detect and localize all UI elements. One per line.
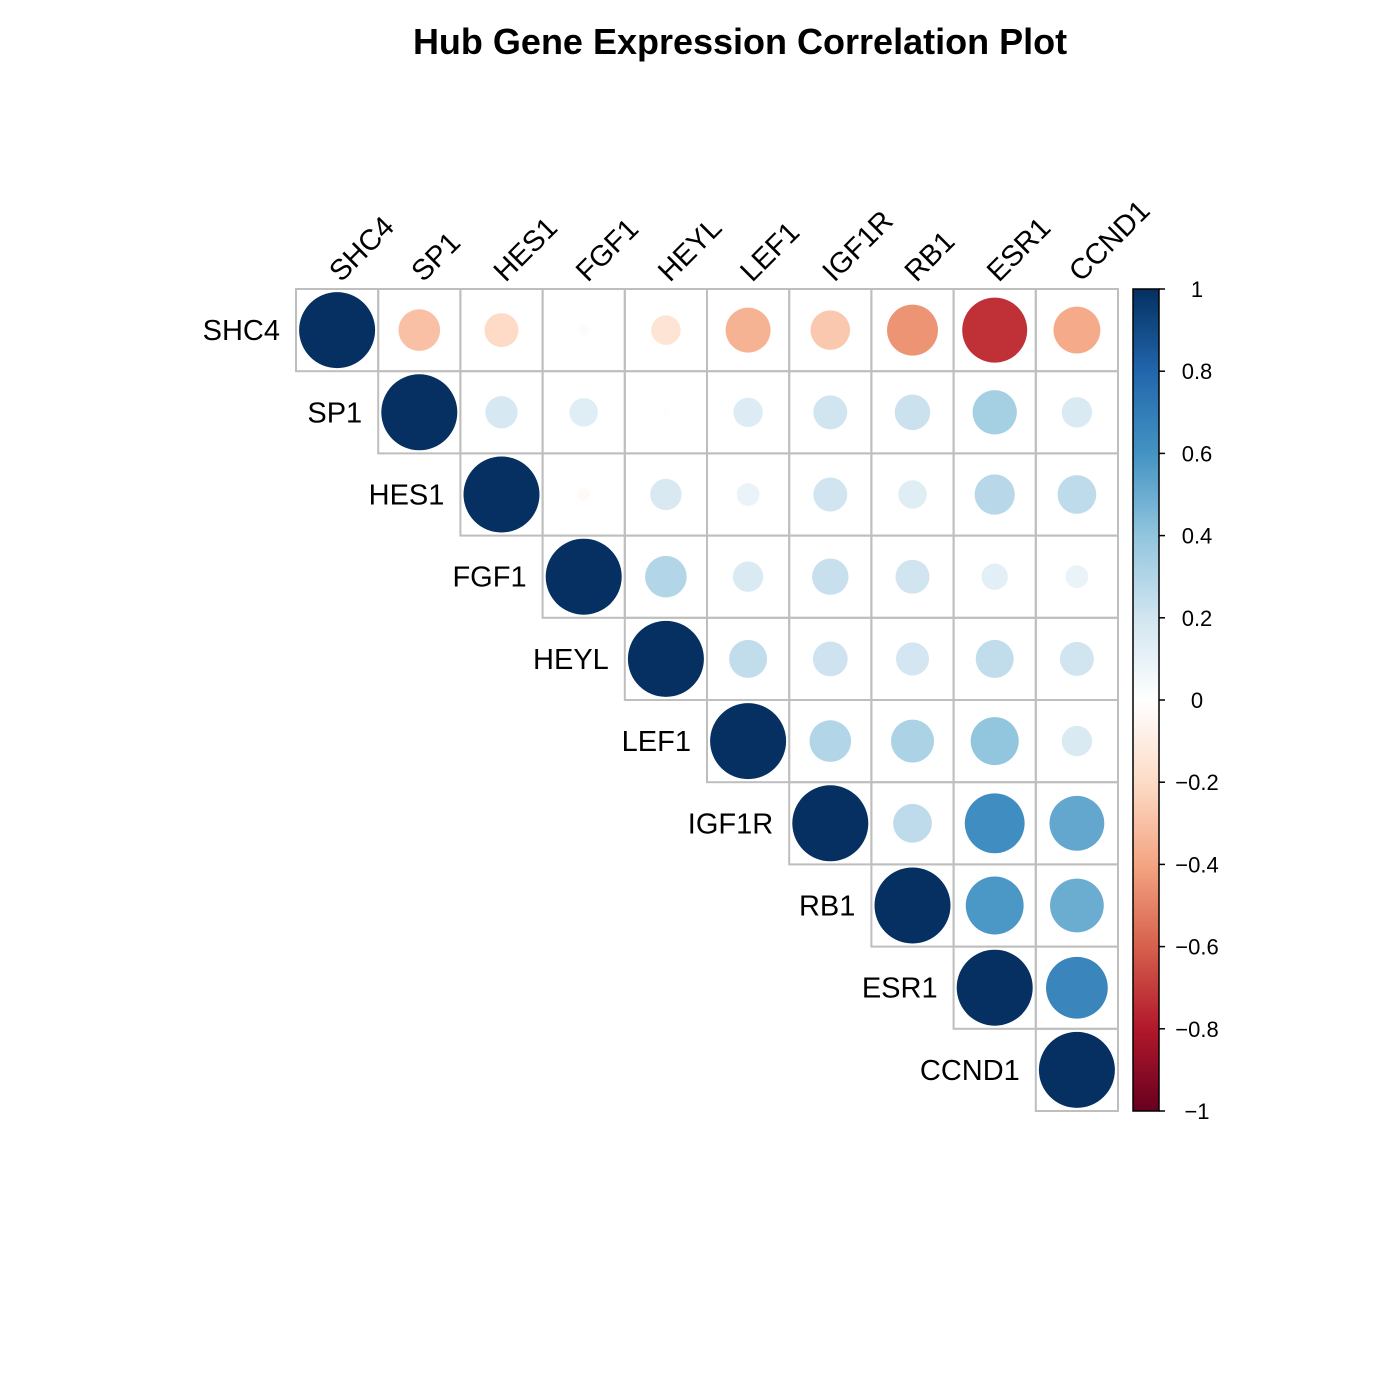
chart-title: Hub Gene Expression Correlation Plot <box>413 21 1067 62</box>
circle-heyl-heyl <box>627 620 704 697</box>
row-label-rb1: RB1 <box>799 891 855 923</box>
circle-hes1-lef1 <box>736 483 760 506</box>
colorbar-tick-label: −0.8 <box>1175 1017 1218 1042</box>
grid-cell-ccnd1-ccnd1 <box>1034 1027 1120 1113</box>
row-label-lef1: LEF1 <box>622 726 691 758</box>
circle-sp1-rb1 <box>894 394 931 431</box>
circle-hes1-ccnd1 <box>1057 475 1097 514</box>
circle-heyl-ccnd1 <box>1059 641 1094 676</box>
circle-sp1-heyl <box>662 408 670 417</box>
colorbar-tick-label: −1 <box>1184 1099 1209 1124</box>
colorbar-tick-label: 1 <box>1191 277 1203 302</box>
row-label-heyl: HEYL <box>533 644 609 676</box>
circle-sp1-igf1r <box>813 395 848 430</box>
circle-igf1r-rb1 <box>893 803 932 843</box>
column-label-esr1: ESR1 <box>981 212 1057 288</box>
column-label-igf1r: IGF1R <box>817 205 900 288</box>
circle-heyl-rb1 <box>895 642 930 676</box>
correlation-circles <box>299 292 1115 1108</box>
circle-igf1r-igf1r <box>792 785 869 862</box>
colorbar-tick-label: 0.6 <box>1182 441 1213 466</box>
circle-heyl-lef1 <box>729 639 768 678</box>
circle-fgf1-lef1 <box>732 561 764 592</box>
row-labels: SHC4 SP1 HES1 FGF1 HEYL LEF1 IGF1R RB1 ESR1 CCND1 <box>203 315 1020 1087</box>
column-label-shc4: SHC4 <box>323 211 400 288</box>
circle-fgf1-ccnd1 <box>1065 565 1089 589</box>
circle-hes1-igf1r <box>813 477 848 512</box>
circle-lef1-ccnd1 <box>1061 725 1093 757</box>
column-label-ccnd1: CCND1 <box>1063 195 1156 288</box>
colorbar-tick-label: −0.4 <box>1175 852 1218 877</box>
row-label-fgf1: FGF1 <box>452 562 526 594</box>
row-label-igf1r: IGF1R <box>688 808 773 840</box>
circle-hes1-heyl <box>650 478 682 511</box>
circle-sp1-sp1 <box>381 374 458 451</box>
circle-heyl-esr1 <box>975 639 1014 678</box>
circle-shc4-esr1 <box>962 297 1028 363</box>
row-label-shc4: SHC4 <box>203 315 280 347</box>
colorbar-gradient <box>1132 288 1160 1112</box>
circle-igf1r-esr1 <box>964 793 1025 854</box>
circle-shc4-lef1 <box>725 307 771 353</box>
circle-sp1-hes1 <box>485 396 518 429</box>
circle-hes1-fgf1 <box>577 487 591 502</box>
column-labels: SHC4 SP1 HES1 FGF1 HEYL LEF1 IGF1R RB1 ESR1 CCND1 <box>323 195 1156 288</box>
circle-esr1-esr1 <box>956 949 1033 1026</box>
circle-fgf1-fgf1 <box>545 538 622 615</box>
colorbar-tick-label: −0.6 <box>1175 935 1218 960</box>
colorbar: 1 0.8 0.6 0.4 0.2 0 −0.2 −0.4 −0.6 −0.8 −1 <box>1132 277 1219 1124</box>
circle-lef1-igf1r <box>809 720 852 762</box>
row-label-esr1: ESR1 <box>862 973 938 1005</box>
column-label-heyl: HEYL <box>652 212 728 288</box>
circle-hes1-hes1 <box>463 456 540 533</box>
circle-shc4-hes1 <box>484 313 519 348</box>
circle-lef1-rb1 <box>891 719 934 763</box>
circle-heyl-igf1r <box>812 641 848 677</box>
circle-sp1-ccnd1 <box>1061 397 1093 428</box>
circle-sp1-fgf1 <box>569 398 598 427</box>
grid-cells <box>295 288 1120 1113</box>
row-label-sp1: SP1 <box>307 397 362 429</box>
colorbar-tick-label: 0.4 <box>1182 524 1213 549</box>
colorbar-tick-label: −0.2 <box>1175 770 1218 795</box>
column-label-rb1: RB1 <box>899 225 962 288</box>
column-label-hes1: HES1 <box>488 212 564 288</box>
circle-lef1-esr1 <box>970 717 1019 766</box>
circle-sp1-esr1 <box>972 390 1017 435</box>
circle-hes1-esr1 <box>974 474 1015 515</box>
row-label-ccnd1: CCND1 <box>920 1055 1020 1087</box>
colorbar-tick-label: 0.2 <box>1182 606 1213 631</box>
column-label-sp1: SP1 <box>406 227 467 288</box>
circle-fgf1-heyl <box>645 555 687 598</box>
circle-esr1-ccnd1 <box>1046 956 1108 1019</box>
circle-fgf1-igf1r <box>812 558 849 595</box>
circle-shc4-sp1 <box>398 309 441 351</box>
circle-shc4-igf1r <box>810 310 851 350</box>
colorbar-tick-label: 0.8 <box>1182 359 1213 384</box>
circle-igf1r-ccnd1 <box>1049 795 1105 851</box>
circle-rb1-esr1 <box>965 876 1024 935</box>
circle-shc4-shc4 <box>299 292 376 369</box>
column-label-fgf1: FGF1 <box>570 213 645 288</box>
circle-fgf1-rb1 <box>895 559 930 594</box>
circle-fgf1-esr1 <box>981 563 1008 590</box>
circle-rb1-rb1 <box>874 867 951 944</box>
column-label-lef1: LEF1 <box>734 216 806 288</box>
circle-shc4-ccnd1 <box>1053 306 1101 354</box>
circle-shc4-rb1 <box>887 304 938 356</box>
colorbar-tick-label: 0 <box>1191 688 1203 713</box>
circle-lef1-lef1 <box>710 703 787 780</box>
row-label-hes1: HES1 <box>369 480 445 512</box>
circle-ccnd1-ccnd1 <box>1038 1031 1115 1108</box>
circle-sp1-lef1 <box>733 397 763 428</box>
circle-rb1-ccnd1 <box>1050 878 1104 933</box>
circle-hes1-rb1 <box>898 480 927 509</box>
circle-shc4-fgf1 <box>578 324 590 336</box>
circle-shc4-heyl <box>651 315 681 345</box>
